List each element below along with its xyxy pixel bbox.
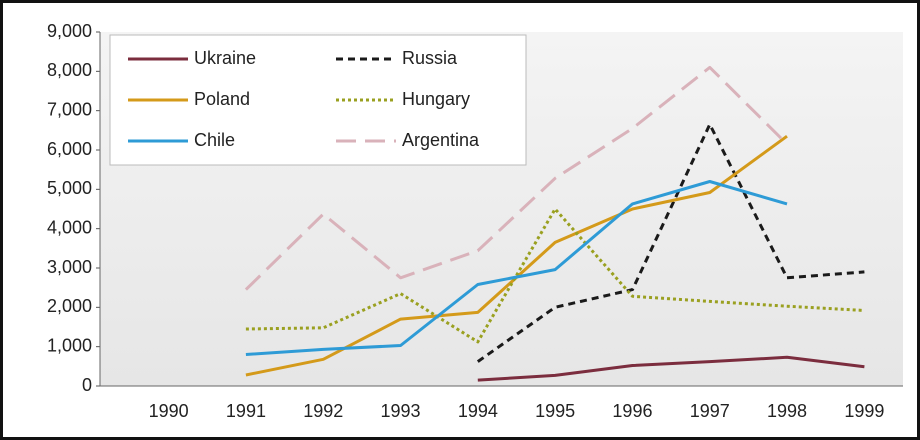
y-tick-label: 2,000 bbox=[47, 296, 92, 316]
y-tick-label: 6,000 bbox=[47, 139, 92, 159]
x-tick-label: 1992 bbox=[303, 401, 343, 421]
x-tick-label: 1993 bbox=[381, 401, 421, 421]
y-tick-label: 4,000 bbox=[47, 217, 92, 237]
legend-label: Ukraine bbox=[194, 48, 256, 68]
legend-label: Argentina bbox=[402, 130, 480, 150]
x-tick-label: 1999 bbox=[844, 401, 884, 421]
y-tick-label: 9,000 bbox=[47, 21, 92, 41]
series-line bbox=[476, 122, 865, 363]
legend-label: Hungary bbox=[402, 89, 470, 109]
legend-label: Russia bbox=[402, 48, 458, 68]
y-tick-label: 3,000 bbox=[47, 257, 92, 277]
x-tick-label: 1997 bbox=[690, 401, 730, 421]
x-tick-label: 1994 bbox=[458, 401, 498, 421]
x-tick-label: 1996 bbox=[612, 401, 652, 421]
x-tick-label: 1990 bbox=[149, 401, 189, 421]
legend-label: Poland bbox=[194, 89, 250, 109]
x-tick-label: 1995 bbox=[535, 401, 575, 421]
legend-label: Chile bbox=[194, 130, 235, 150]
x-tick-label: 1998 bbox=[767, 401, 807, 421]
y-tick-label: 1,000 bbox=[47, 335, 92, 355]
x-tick-label: 1991 bbox=[226, 401, 266, 421]
series-line bbox=[245, 180, 788, 356]
series-line bbox=[477, 355, 865, 382]
y-tick-label: 0 bbox=[82, 375, 92, 395]
series-line bbox=[244, 65, 789, 291]
y-tick-label: 7,000 bbox=[47, 99, 92, 119]
y-tick-label: 5,000 bbox=[47, 178, 92, 198]
y-tick-label: 8,000 bbox=[47, 60, 92, 80]
